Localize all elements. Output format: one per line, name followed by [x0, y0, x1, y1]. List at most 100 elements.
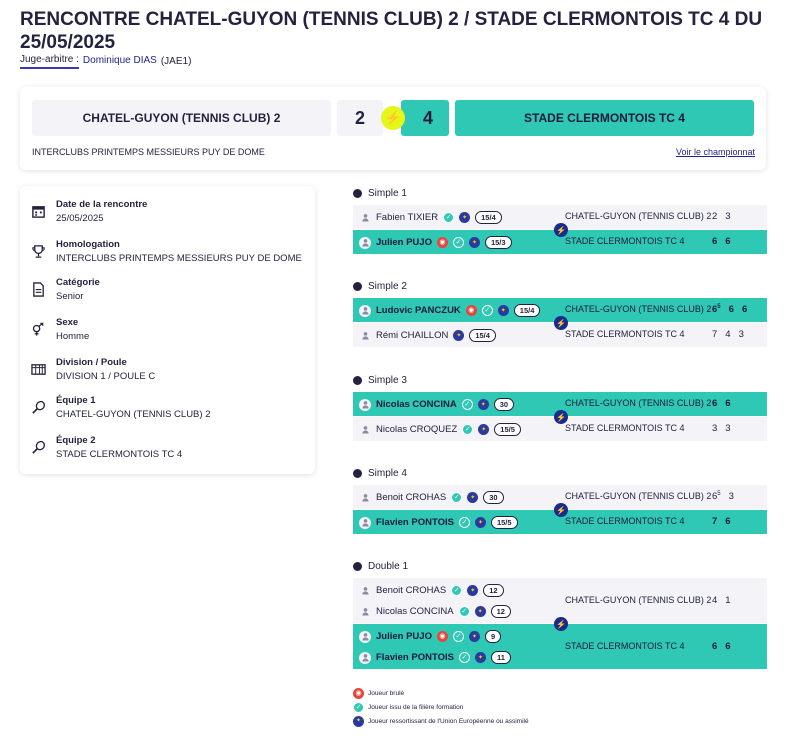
training-icon: ✓ — [451, 492, 463, 503]
tennis-ball-icon — [353, 281, 362, 291]
championship-link[interactable]: Voir le championnat — [675, 147, 755, 157]
player[interactable]: Nicolas CONCINA ✓ ✦ 12 — [359, 605, 511, 618]
player-name[interactable]: Julien PUJO — [376, 631, 432, 642]
set-score: 6 — [725, 398, 731, 409]
row-team-name: STADE CLERMONTOIS TC 4 — [565, 236, 685, 246]
match-block: Double 1 Benoit CROHAS ✓ ✦ 12 Nicolas CON… — [353, 559, 767, 669]
player[interactable]: Rémi CHAILLON ✦ 15/4 — [359, 329, 496, 342]
set-score: 1 — [725, 595, 731, 606]
training-icon: ✓ — [458, 606, 470, 617]
player[interactable]: Flavien PONTOIS ✓ ✦ 15/5 — [359, 516, 518, 529]
referee-label: Juge-arbitre : — [20, 54, 79, 69]
loser-row: Benoit CROHAS ✓ ✦ 30 CHATEL-GUYON (TENNIS… — [353, 485, 767, 509]
player[interactable]: Benoit CROHAS ✓ ✦ 30 — [359, 491, 504, 504]
bolt-icon: ⚡ — [381, 106, 405, 130]
bolt-icon: ⚡ — [554, 316, 568, 330]
tiebreak-score: 5 — [717, 304, 721, 310]
eu-icon: ✦ — [453, 330, 465, 341]
eu-icon: ✦ — [467, 492, 479, 503]
legend-label: Joueur brulé — [368, 689, 405, 697]
player-name[interactable]: Julien PUJO — [376, 237, 432, 248]
bolt-icon: ⚡ — [554, 617, 568, 631]
eu-icon: ✦ — [474, 652, 486, 663]
set-score: 4 — [725, 329, 731, 340]
player[interactable]: Benoit CROHAS ✓ ✦ 12 — [359, 584, 504, 597]
player-name[interactable]: Flavien PONTOIS — [376, 517, 454, 528]
trophy-icon — [30, 243, 46, 259]
referee-name-link[interactable]: Dominique DIAS — [82, 55, 157, 66]
info-label: Homologation — [56, 239, 120, 250]
player-name[interactable]: Rémi CHAILLON — [376, 330, 449, 341]
set-score: 3 — [738, 329, 744, 340]
eu-icon: ✦ — [474, 517, 486, 528]
racket-icon — [30, 399, 46, 415]
player[interactable]: Nicolas CONCINA ✓ ✦ 30 — [359, 398, 515, 411]
player-name[interactable]: Nicolas CROQUEZ — [376, 424, 458, 435]
person-icon — [359, 424, 371, 436]
set-score: 3 — [728, 491, 734, 502]
tennis-ball-icon — [353, 375, 362, 385]
training-icon: ✓ — [451, 585, 463, 596]
person-icon — [359, 606, 371, 618]
match-block: Simple 2 Ludovic PANCZUK ◉ ✓ ✦ 15/4 CHATEL… — [353, 279, 767, 347]
eu-icon: ✦ — [467, 585, 479, 596]
set-score: 6 — [725, 516, 731, 527]
info-item: Catégorie Senior — [30, 277, 100, 304]
info-label: Équipe 1 — [56, 395, 96, 406]
player-name[interactable]: Benoit CROHAS — [376, 492, 447, 503]
player-name[interactable]: Nicolas CONCINA — [376, 399, 457, 410]
info-label: Équipe 2 — [56, 435, 96, 446]
eu-icon: ✦ — [477, 399, 489, 410]
player-name[interactable]: Fabien TIXIER — [376, 212, 439, 223]
person-icon — [359, 330, 371, 342]
set-score: 6 — [728, 304, 734, 315]
player[interactable]: Flavien PONTOIS ✓ ✦ 11 — [359, 651, 511, 664]
referee-code: (JAE1) — [160, 56, 192, 67]
player-name[interactable]: Nicolas CONCINA — [376, 606, 454, 617]
set-score: 7 — [712, 329, 718, 340]
eu-icon: ✦ — [474, 606, 486, 617]
training-icon: ✓ — [462, 424, 474, 435]
match-info-card: Date de la rencontre 25/05/2025 Homologa… — [20, 186, 315, 474]
info-label: Catégorie — [56, 277, 100, 288]
info-item: Division / Poule DIVISION 1 / POULE C — [30, 357, 155, 384]
info-label: Date de la rencontre — [56, 199, 148, 210]
match-block: Simple 1 Fabien TIXIER ✓ ✦ 15/4 CHATEL-GU… — [353, 186, 767, 254]
set-score: 6 — [712, 236, 718, 247]
player-rank: 15/3 — [484, 236, 512, 249]
info-value: INTERCLUBS PRINTEMPS MESSIEURS PUY DE DO… — [56, 253, 302, 264]
player-name[interactable]: Flavien PONTOIS — [376, 652, 454, 663]
training-icon: ✓ — [353, 701, 364, 713]
player[interactable]: Julien PUJO ◉ ✓ ✦ 9 — [359, 630, 502, 643]
player-rank: 9 — [484, 630, 502, 643]
set-score: 65 — [712, 491, 721, 503]
row-team-name: CHATEL-GUYON (TENNIS CLUB) 2 — [565, 304, 712, 314]
legend-label: Joueur ressortissant de l'Union Européen… — [368, 717, 529, 725]
legend-item: ✓ Joueur issu de la filière formation — [353, 700, 529, 714]
player[interactable]: Nicolas CROQUEZ ✓ ✦ 15/5 — [359, 423, 521, 436]
info-item: Équipe 1 CHATEL-GUYON (TENNIS CLUB) 2 — [30, 395, 210, 422]
bolt-icon: ⚡ — [554, 410, 568, 424]
competition-name: INTERCLUBS PRINTEMPS MESSIEURS PUY DE DO… — [32, 147, 265, 157]
set-score: 3 — [712, 423, 718, 434]
player-name[interactable]: Ludovic PANCZUK — [376, 305, 461, 316]
row-team-name: STADE CLERMONTOIS TC 4 — [565, 329, 685, 339]
set-score: 6 — [712, 398, 718, 409]
info-item: Équipe 2 STADE CLERMONTOIS TC 4 — [30, 435, 182, 462]
player[interactable]: Fabien TIXIER ✓ ✦ 15/4 — [359, 211, 502, 224]
match-block: Simple 4 Benoit CROHAS ✓ ✦ 30 CHATEL-GUYO… — [353, 466, 767, 534]
player[interactable]: Ludovic PANCZUK ◉ ✓ ✦ 15/4 — [359, 304, 541, 317]
set-score: 65 — [712, 304, 721, 316]
player[interactable]: Julien PUJO ◉ ✓ ✦ 15/3 — [359, 236, 512, 249]
info-item: Date de la rencontre 25/05/2025 — [30, 199, 147, 226]
player-rank: 15/5 — [490, 516, 518, 529]
legend-item: ✦ Joueur ressortissant de l'Union Europée… — [353, 714, 529, 728]
person-icon — [359, 398, 371, 411]
player-name[interactable]: Benoit CROHAS — [376, 585, 447, 596]
away-team-name: STADE CLERMONTOIS TC 4 — [455, 100, 754, 136]
